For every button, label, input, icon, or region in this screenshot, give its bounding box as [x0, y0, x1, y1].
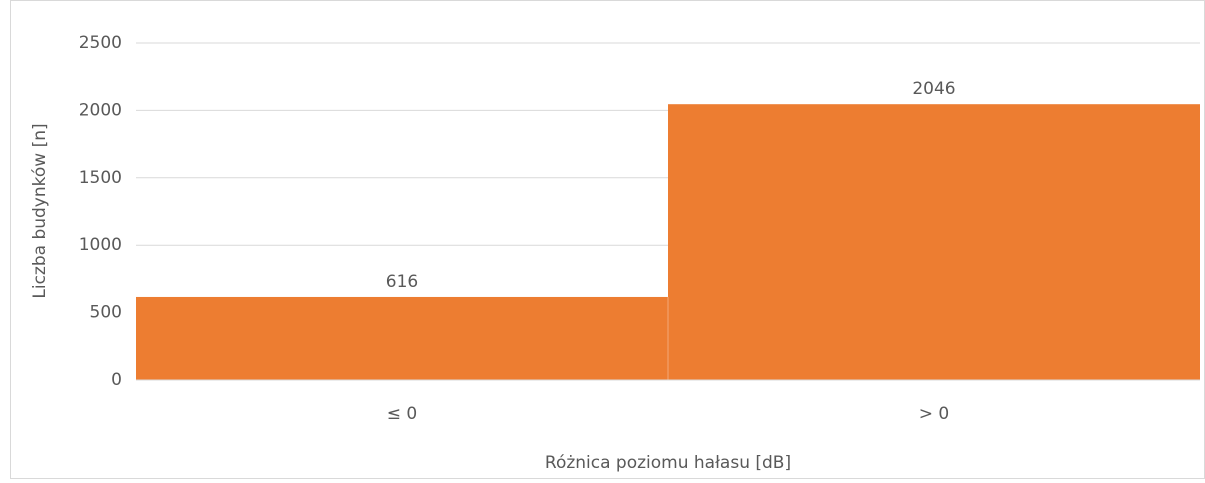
x-tick-label: > 0: [919, 404, 949, 424]
data-label: 2046: [912, 79, 955, 99]
y-tick-label: 2000: [79, 100, 122, 120]
x-tick-label: ≤ 0: [387, 404, 417, 424]
y-tick-label: 1500: [79, 168, 122, 188]
bar: [136, 296, 668, 380]
y-tick-label: 1000: [79, 235, 122, 255]
y-tick-label: 0: [111, 370, 122, 390]
data-label: 616: [386, 272, 418, 292]
x-axis-label: Różnica poziomu hałasu [dB]: [545, 453, 791, 473]
y-tick-label: 500: [90, 303, 122, 323]
y-tick-label: 2500: [79, 33, 122, 53]
y-axis-label: Liczba budynków [n]: [30, 123, 50, 298]
bar: [668, 104, 1200, 380]
